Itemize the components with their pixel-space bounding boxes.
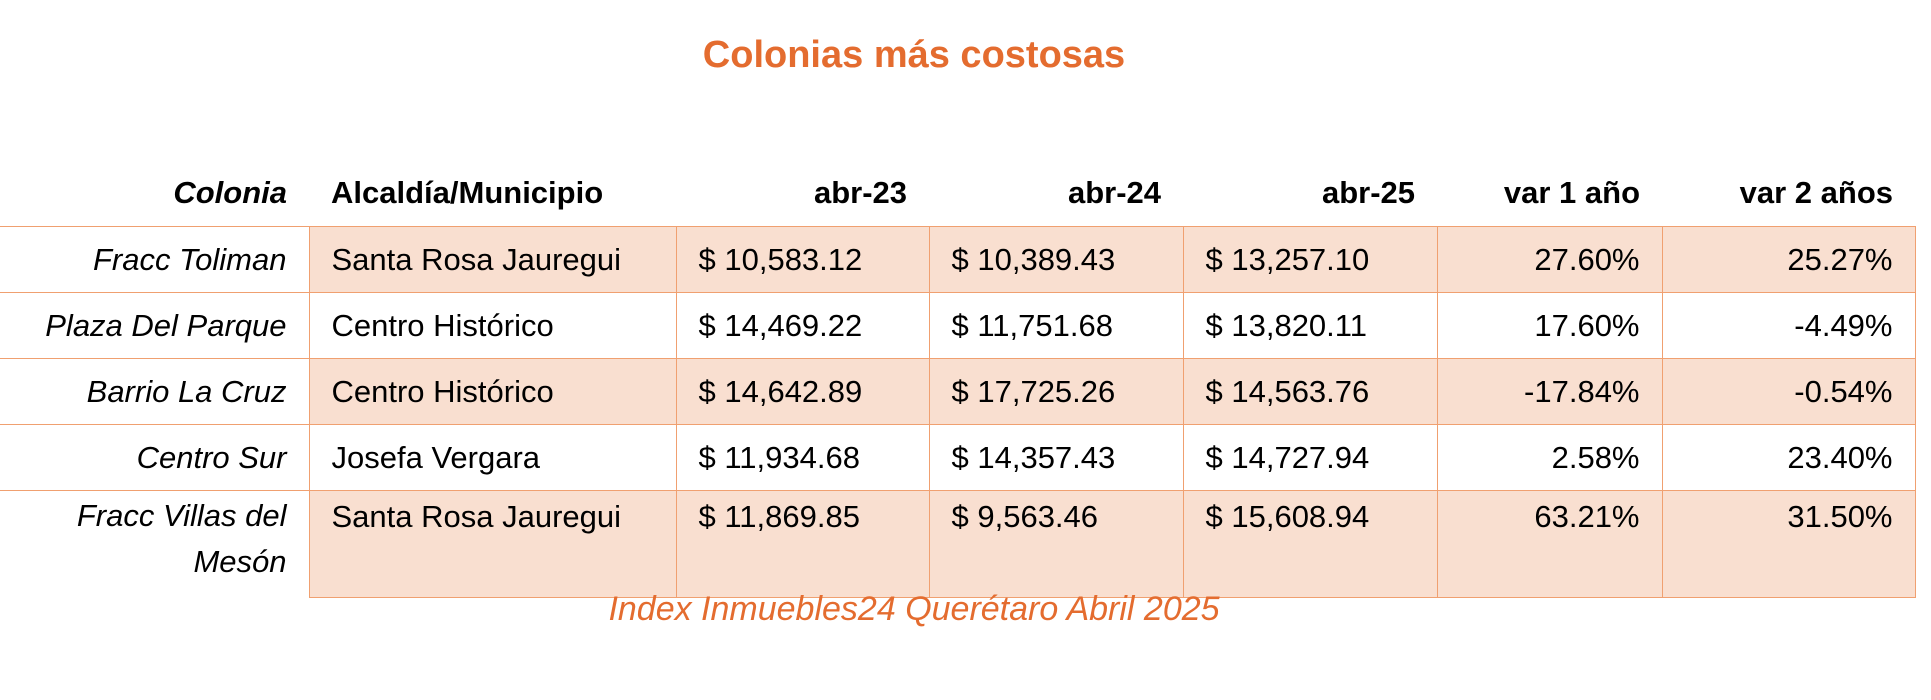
table-cell: Centro Histórico bbox=[308, 292, 677, 359]
table-cell: $ 14,357.43 bbox=[928, 424, 1184, 491]
table-cell: 17.60% bbox=[1436, 292, 1663, 359]
table-cell: 25.27% bbox=[1661, 226, 1916, 293]
row-label: Fracc Toliman bbox=[0, 226, 309, 293]
table-cell: -0.54% bbox=[1661, 358, 1916, 425]
table-cell: 31.50% bbox=[1661, 490, 1916, 598]
table-body: Fracc Toliman Santa Rosa Jauregui $ 10,583… bbox=[0, 226, 1916, 598]
header-cell: abr-23 bbox=[813, 175, 907, 210]
table-cell: $ 11,934.68 bbox=[675, 424, 930, 491]
table-cell: Centro Histórico bbox=[308, 358, 677, 425]
table-row: Plaza Del Parque Centro Histórico $ 14,469… bbox=[0, 292, 1916, 359]
row-label: Centro Sur bbox=[0, 424, 309, 491]
table-cell: $ 14,727.94 bbox=[1182, 424, 1438, 491]
header-cell: var 1 año bbox=[1503, 175, 1640, 210]
row-label: Fracc Villas del Mesón bbox=[0, 490, 309, 598]
table-cell: $ 11,869.85 bbox=[675, 490, 930, 598]
table-cell: Santa Rosa Jauregui bbox=[308, 226, 677, 293]
footer: Index Inmuebles24 Querétaro Abril 2025 bbox=[608, 590, 1220, 628]
table-cell: $ 10,583.12 bbox=[675, 226, 930, 293]
header-cell: Alcaldía/Municipio bbox=[331, 175, 604, 210]
table-cell: $ 9,563.46 bbox=[928, 490, 1184, 598]
table-cell: -17.84% bbox=[1436, 358, 1663, 425]
table-cell: $ 11,751.68 bbox=[928, 292, 1184, 359]
table: Colonia Alcaldía/Municipio abr-23 abr-24 abr… bbox=[0, 160, 1916, 598]
table-cell: $ 13,257.10 bbox=[1182, 226, 1438, 293]
table-cell: $ 15,608.94 bbox=[1182, 490, 1438, 598]
header-cell: var 2 años bbox=[1739, 175, 1893, 210]
row-label: Barrio La Cruz bbox=[0, 358, 309, 425]
table-cell: $ 14,469.22 bbox=[675, 292, 930, 359]
table-cell: 23.40% bbox=[1661, 424, 1916, 491]
table-cell: Santa Rosa Jauregui bbox=[308, 490, 677, 598]
title: Colonias más costosas bbox=[702, 34, 1126, 76]
table-cell: -4.49% bbox=[1661, 292, 1916, 359]
table-cell: $ 17,725.26 bbox=[928, 358, 1184, 425]
table-cell: $ 14,563.76 bbox=[1182, 358, 1438, 425]
table-cell: 2.58% bbox=[1436, 424, 1663, 491]
table-row: Fracc Villas del Mesón Santa Rosa Jauregu… bbox=[0, 490, 1916, 598]
header-cell: abr-25 bbox=[1321, 175, 1415, 210]
row-label: Plaza Del Parque bbox=[0, 292, 309, 359]
table-cell: $ 14,642.89 bbox=[675, 358, 930, 425]
table-cell: $ 13,820.11 bbox=[1182, 292, 1438, 359]
header-cell: Colonia bbox=[173, 175, 287, 210]
table-cell: $ 10,389.43 bbox=[928, 226, 1184, 293]
table-row: Centro Sur Josefa Vergara $ 11,934.68 $ 14,… bbox=[0, 424, 1916, 491]
table-row: Fracc Toliman Santa Rosa Jauregui $ 10,583… bbox=[0, 226, 1916, 293]
table-cell: 27.60% bbox=[1436, 226, 1663, 293]
table-row: Barrio La Cruz Centro Histórico $ 14,642.8… bbox=[0, 358, 1916, 425]
header-row: Colonia Alcaldía/Municipio abr-23 abr-24 abr… bbox=[0, 160, 1915, 227]
header-cell: abr-24 bbox=[1067, 175, 1161, 210]
table-cell: 63.21% bbox=[1436, 490, 1663, 598]
table-cell: Josefa Vergara bbox=[308, 424, 677, 491]
